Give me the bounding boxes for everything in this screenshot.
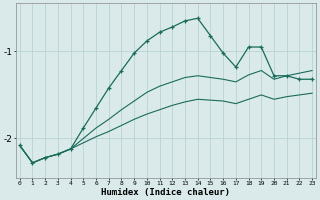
- X-axis label: Humidex (Indice chaleur): Humidex (Indice chaleur): [101, 188, 230, 197]
